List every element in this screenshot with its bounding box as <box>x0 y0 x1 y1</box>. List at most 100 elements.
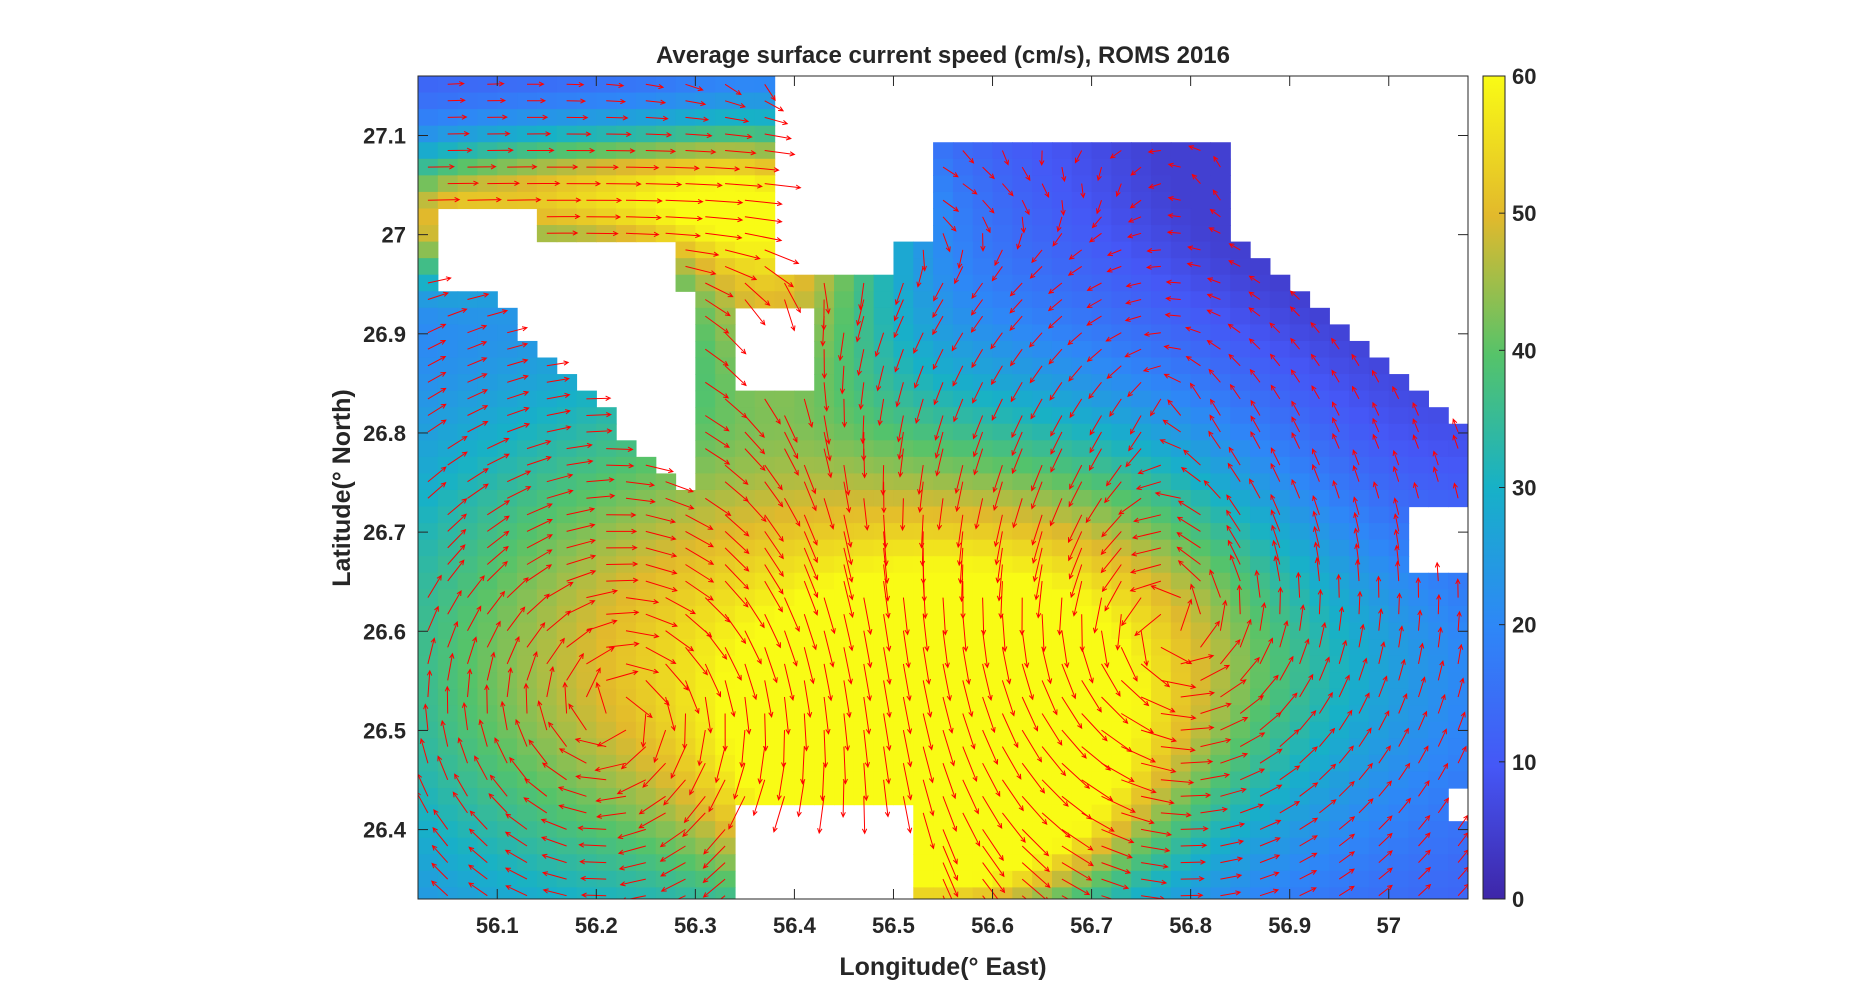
speed-cell <box>497 887 518 899</box>
current-arrow <box>725 183 763 189</box>
speed-cell <box>734 539 756 557</box>
speed-cell <box>814 572 835 590</box>
current-arrow <box>447 308 468 317</box>
current-arrow <box>558 804 587 814</box>
current-arrow <box>1291 400 1301 416</box>
current-arrow <box>426 669 433 698</box>
speed-cell <box>1190 523 1212 541</box>
current-arrow <box>1351 385 1360 400</box>
speed-cell <box>1230 440 1251 458</box>
current-arrow <box>1009 299 1023 314</box>
speed-cell <box>873 423 895 441</box>
current-arrow <box>1021 630 1030 669</box>
speed-cell <box>1111 837 1132 855</box>
speed-cell <box>457 870 479 888</box>
current-arrow <box>1392 449 1400 466</box>
speed-cell <box>477 340 498 359</box>
speed-cell <box>1408 622 1429 640</box>
current-arrow <box>724 564 750 590</box>
speed-cell <box>754 407 776 425</box>
current-arrow <box>1121 779 1157 794</box>
current-arrow <box>1352 496 1360 515</box>
speed-cell <box>1269 605 1291 624</box>
current-arrow <box>1160 679 1197 690</box>
speed-cell <box>497 142 518 160</box>
current-arrow <box>962 647 971 685</box>
speed-cell <box>1269 340 1291 359</box>
speed-cell <box>952 191 974 210</box>
current-arrow <box>1317 588 1323 615</box>
current-arrow <box>515 718 528 747</box>
current-arrow <box>468 846 488 863</box>
current-arrow <box>645 680 670 706</box>
current-arrow <box>1056 216 1063 233</box>
speed-cell <box>635 771 657 789</box>
speed-cell <box>893 506 914 524</box>
speed-cell <box>1309 705 1330 723</box>
speed-cell <box>774 572 796 590</box>
speed-cell <box>1131 357 1152 375</box>
speed-cell <box>1071 291 1093 309</box>
speed-cell <box>834 721 855 739</box>
current-arrow <box>1148 183 1162 189</box>
speed-cell <box>1408 440 1429 458</box>
current-arrow <box>934 431 944 459</box>
current-arrow <box>546 360 570 367</box>
speed-cell <box>1151 191 1172 210</box>
speed-cell <box>1230 307 1251 325</box>
current-arrow <box>914 398 924 424</box>
speed-cell <box>576 639 597 657</box>
current-arrow <box>1358 692 1370 714</box>
speed-cell <box>1309 374 1330 392</box>
current-arrow <box>507 422 531 433</box>
speed-cell <box>1091 241 1112 259</box>
current-arrow <box>1289 290 1300 300</box>
current-arrow <box>566 600 596 615</box>
speed-cell <box>1428 440 1449 458</box>
speed-cell <box>1151 655 1172 673</box>
current-arrow <box>1259 871 1280 880</box>
speed-cell <box>1151 158 1172 176</box>
current-arrow <box>504 867 528 880</box>
speed-cell <box>1210 539 1231 557</box>
speed-cell <box>536 572 558 590</box>
current-arrow <box>546 489 574 499</box>
speed-cell <box>1368 639 1390 657</box>
speed-cell <box>556 754 578 773</box>
speed-cell <box>576 870 597 888</box>
speed-cell <box>1368 589 1390 607</box>
current-arrow <box>704 630 728 660</box>
current-arrow <box>526 593 550 615</box>
speed-cell <box>596 804 617 822</box>
speed-cell <box>853 556 875 574</box>
speed-cell <box>1329 340 1350 359</box>
speed-cell <box>1012 771 1033 789</box>
current-arrow <box>764 84 776 102</box>
speed-cell <box>536 821 558 839</box>
current-arrow <box>685 680 700 715</box>
speed-cell <box>635 473 657 491</box>
current-arrow <box>523 682 529 714</box>
speed-cell <box>1230 374 1251 392</box>
current-arrow <box>457 737 468 764</box>
current-arrow <box>507 406 530 416</box>
current-arrow <box>546 637 565 665</box>
speed-cell <box>556 771 578 789</box>
current-arrow <box>932 348 944 371</box>
current-arrow <box>586 395 612 401</box>
speed-cell <box>1071 191 1093 210</box>
current-arrow <box>1167 196 1181 202</box>
speed-cell <box>1269 754 1291 773</box>
speed-cell <box>1269 837 1291 855</box>
speed-cell <box>1289 307 1311 325</box>
speed-cell <box>933 539 954 557</box>
current-arrow <box>1177 560 1201 582</box>
current-arrow <box>1001 779 1024 812</box>
speed-cell <box>1170 506 1192 524</box>
speed-cell <box>1349 390 1370 408</box>
speed-cell <box>596 622 617 640</box>
speed-cell <box>1388 539 1410 557</box>
current-arrow <box>467 575 485 598</box>
current-arrow <box>1378 867 1393 880</box>
current-arrow <box>1200 620 1220 648</box>
